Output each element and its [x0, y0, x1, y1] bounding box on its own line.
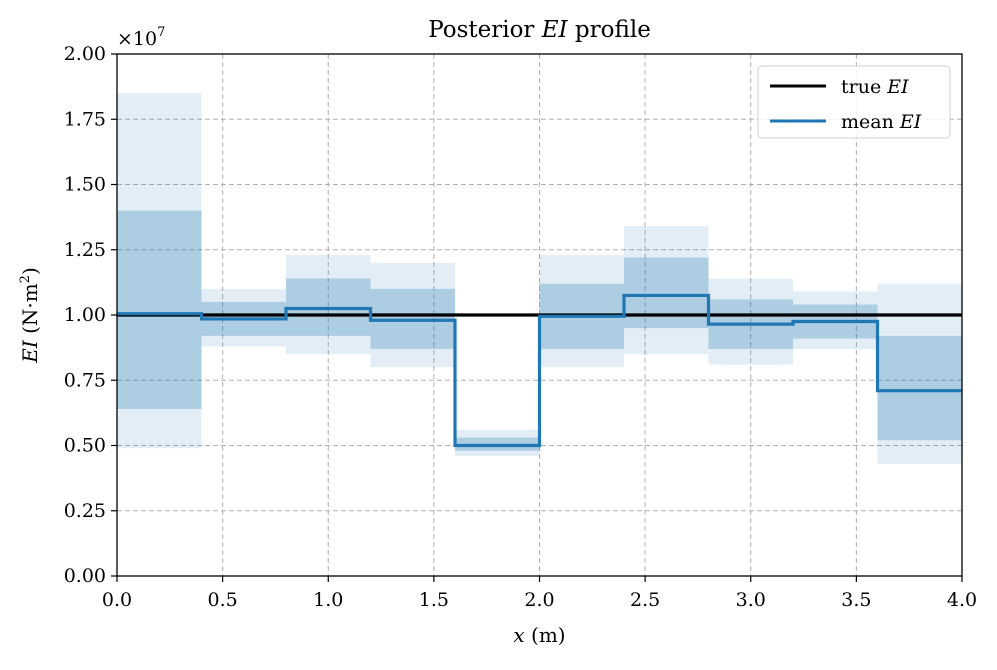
band-outer-segment	[708, 278, 793, 365]
legend-label-true: true EI	[841, 76, 909, 98]
y-tick-label: 0.00	[64, 565, 106, 587]
series-line-mean	[117, 293, 962, 448]
x-tick-label: 2.5	[630, 589, 660, 611]
series-lines	[117, 293, 962, 448]
x-tick-label: 1.5	[419, 589, 449, 611]
band-outer-segment	[539, 254, 624, 368]
x-tick-label: 0.5	[208, 589, 238, 611]
x-tick-label: 1.0	[313, 589, 343, 611]
band-outer-segment	[117, 93, 202, 449]
y-tick-label: 2.00	[64, 43, 106, 65]
x-axis-label: x (m)	[513, 623, 565, 647]
x-tick-label: 3.0	[736, 589, 766, 611]
band-inner-segment	[117, 210, 202, 409]
axis-ticks: 0.0 0.5 1.0 1.5 2.0 2.5 3.0 3.5 4.0 0.00 0.25 0.50 0…	[64, 43, 977, 611]
y-tick-label: 0.50	[64, 435, 106, 457]
band-inner-segment	[624, 257, 709, 329]
y-tick-label: 1.50	[64, 174, 106, 196]
y-tick-label: 0.25	[64, 500, 106, 522]
band-outer-segment	[624, 226, 709, 355]
x-tick-label: 4.0	[947, 589, 977, 611]
band-inner-segment	[877, 335, 962, 441]
legend: true EI mean EI	[757, 65, 951, 139]
x-tick-label: 3.5	[841, 589, 871, 611]
y-tick-label: 0.75	[64, 369, 106, 391]
legend-label-mean: mean EI	[841, 111, 922, 133]
y-scale-multiplier: ×107	[117, 25, 165, 50]
x-tick-label: 0.0	[102, 589, 132, 611]
y-tick-label: 1.00	[64, 304, 106, 326]
band-outer-segment	[455, 429, 540, 456]
band-outer-segment	[286, 254, 371, 355]
y-tick-label: 1.25	[64, 239, 106, 261]
chart-title: Posterior EI profile	[428, 17, 651, 43]
y-tick-label: 1.75	[64, 108, 106, 130]
y-axis-label: EI (N·m2)	[18, 267, 42, 364]
x-tick-label: 2.0	[524, 589, 554, 611]
